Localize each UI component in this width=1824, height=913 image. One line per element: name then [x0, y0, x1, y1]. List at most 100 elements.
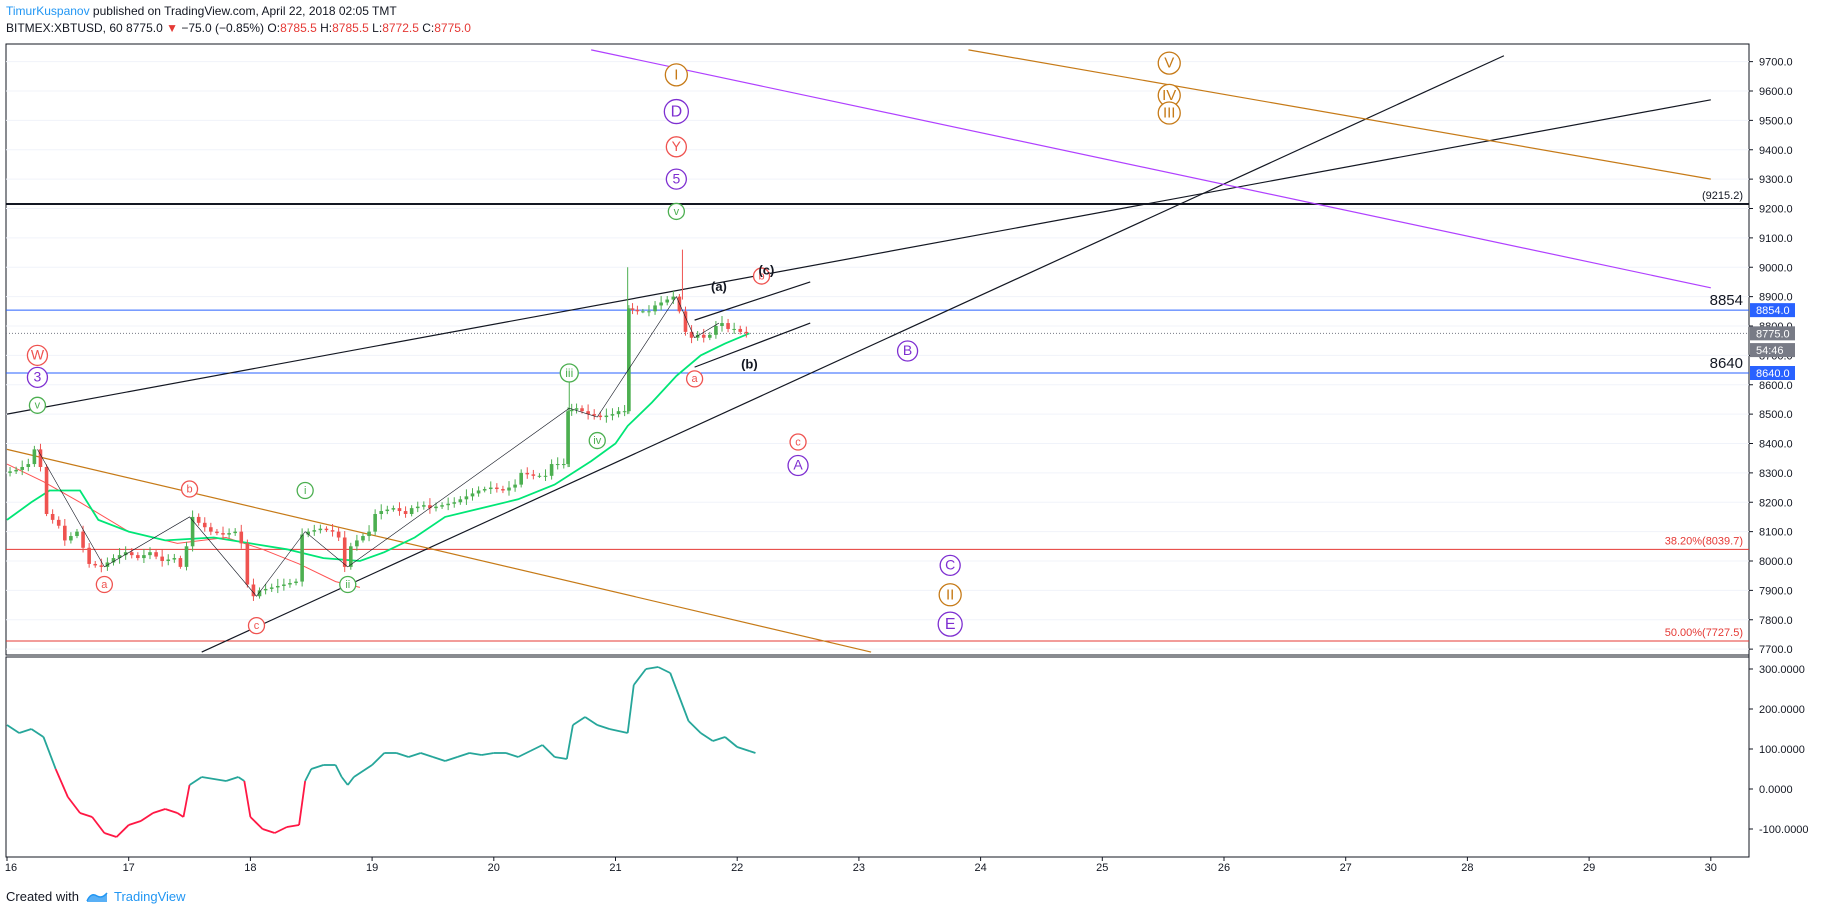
price-tag-label: 8640.0	[1756, 368, 1790, 380]
candle-body	[671, 296, 676, 300]
oscillator-line	[340, 776, 349, 786]
candle-body	[239, 531, 244, 544]
candle-body	[610, 414, 615, 416]
oscillator-line	[724, 736, 738, 748]
wave-label: D	[671, 104, 683, 121]
wave-label-circle	[667, 202, 685, 221]
oscillator-line	[687, 720, 702, 734]
wave-label: 3	[34, 369, 42, 385]
oscillator-line	[140, 812, 154, 822]
candle-body	[397, 508, 402, 512]
candle-body	[257, 590, 262, 597]
candle-body	[56, 519, 61, 526]
candle-body	[701, 334, 706, 338]
symbol-timeframe: BITMEX:XBTUSD, 60	[6, 21, 123, 35]
x-tick-label: 16	[5, 862, 17, 874]
candle-body	[720, 323, 724, 326]
oscillator-line	[189, 776, 203, 786]
y-tick-label: 9500.0	[1759, 115, 1793, 127]
y-tick-label: 8400.0	[1759, 439, 1793, 451]
tradingview-brand: TradingView	[113, 889, 186, 904]
osc-y-tick-label: 100.0000	[1759, 744, 1805, 756]
candle-body	[695, 334, 700, 338]
oscillator-line	[596, 724, 610, 730]
price-plot: (9215.2) 8854 8640 38.20%(8039.7) 50.00%(772…	[6, 49, 1749, 653]
wave-label-circle	[789, 433, 807, 451]
oscillator-line	[657, 666, 671, 674]
price-tag-label: 8775.0	[1756, 328, 1790, 340]
wave-label: C	[945, 557, 955, 573]
candle-body	[476, 490, 481, 494]
author-link[interactable]: TimurKuspanov	[6, 4, 90, 18]
candle-body	[129, 552, 134, 556]
candle-body	[178, 558, 183, 567]
close-label: C:	[422, 21, 435, 35]
high-value: 8785.5	[332, 21, 369, 35]
price-change: −75.0 (−0.85%)	[181, 21, 265, 35]
level-label: 8854	[1710, 292, 1743, 309]
wave-label-circle	[939, 554, 961, 577]
wave-label-circle	[664, 63, 688, 87]
candle-body	[263, 588, 268, 591]
candle-body	[75, 531, 79, 537]
y-tick-label: 9700.0	[1759, 57, 1793, 69]
price-tag-label: 54:46	[1756, 345, 1784, 357]
candle-body	[215, 531, 219, 534]
wave-label-circle	[180, 480, 199, 498]
oscillator-line	[517, 750, 531, 758]
candle-body	[440, 505, 444, 507]
wave-label-circle	[296, 481, 314, 500]
tradingview-link[interactable]: TradingView	[85, 889, 186, 904]
candle-body	[63, 525, 67, 541]
oscillator-line	[54, 768, 69, 798]
candle-body	[446, 503, 450, 506]
oscillator-line	[572, 716, 586, 726]
wave-label: E	[945, 616, 956, 633]
wave-label-circle	[752, 267, 771, 285]
y-tick-label: 9200.0	[1759, 204, 1793, 216]
candle-body	[111, 558, 116, 563]
wave-label: b	[186, 483, 192, 495]
candle-body	[561, 464, 566, 466]
oscillator-line	[243, 780, 252, 818]
candle-body	[26, 464, 31, 467]
wave-label-circle	[663, 98, 689, 125]
level-label: (9215.2)	[1702, 190, 1743, 202]
oscillator-line	[633, 668, 647, 686]
level-label: 38.20%(8039.7)	[1665, 535, 1743, 547]
candle-body	[20, 467, 25, 470]
candle-body	[482, 489, 487, 491]
candle-body	[665, 299, 670, 303]
oscillator-line	[274, 826, 288, 834]
candle-body	[641, 311, 645, 313]
price-tag	[1750, 343, 1795, 358]
x-tick-label: 19	[366, 862, 378, 874]
oscillator-line	[675, 688, 690, 722]
wave-label: III	[1163, 105, 1176, 122]
wave-label: V	[1164, 55, 1174, 72]
x-tick-label: 26	[1218, 862, 1230, 874]
oscillator-line	[310, 764, 324, 770]
candle-body	[245, 543, 250, 585]
oscillator-line	[18, 728, 32, 734]
y-tick-label: 7900.0	[1759, 585, 1793, 597]
candle-body	[361, 536, 365, 541]
wave-label-circle	[95, 575, 114, 594]
price-tag-label: 8854.0	[1756, 305, 1790, 317]
wave-label-circle	[26, 344, 49, 367]
candle-body	[525, 472, 530, 475]
oscillator-line	[420, 752, 434, 758]
wave-label-circle	[1157, 51, 1181, 75]
candle-body	[227, 533, 231, 535]
candle-body	[653, 305, 657, 312]
candle-body	[221, 533, 225, 535]
oscillator-line	[469, 752, 482, 756]
trend-line	[201, 55, 1505, 653]
candle-body	[507, 487, 511, 491]
candle-body	[428, 505, 432, 509]
trend-line	[694, 322, 811, 368]
oscillator-line	[79, 812, 93, 818]
candle-body	[367, 531, 371, 537]
oscillator-line	[115, 824, 130, 838]
